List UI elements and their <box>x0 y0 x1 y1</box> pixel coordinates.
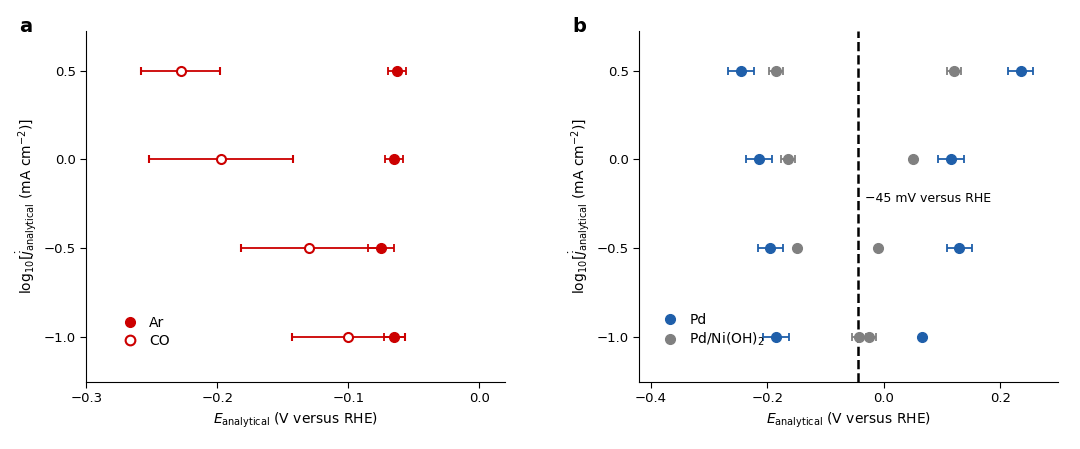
Legend: Ar, CO: Ar, CO <box>110 310 175 354</box>
Text: b: b <box>572 18 586 36</box>
Text: a: a <box>19 18 32 36</box>
X-axis label: $E_{\mathrm{analytical}}$ (V versus RHE): $E_{\mathrm{analytical}}$ (V versus RHE) <box>767 411 931 430</box>
Y-axis label: log$_{10}$[$\dot{j}_{\mathrm{analytical}}$ (mA cm$^{-2}$)]: log$_{10}$[$\dot{j}_{\mathrm{analytical}… <box>567 119 592 295</box>
Legend: Pd, Pd/Ni(OH)$_2$: Pd, Pd/Ni(OH)$_2$ <box>650 307 771 354</box>
Y-axis label: log$_{10}$[$\dot{j}_{\mathrm{analytical}}$ (mA cm$^{-2}$)]: log$_{10}$[$\dot{j}_{\mathrm{analytical}… <box>14 119 38 295</box>
Text: −45 mV versus RHE: −45 mV versus RHE <box>865 192 990 205</box>
X-axis label: $E_{\mathrm{analytical}}$ (V versus RHE): $E_{\mathrm{analytical}}$ (V versus RHE) <box>214 411 378 430</box>
